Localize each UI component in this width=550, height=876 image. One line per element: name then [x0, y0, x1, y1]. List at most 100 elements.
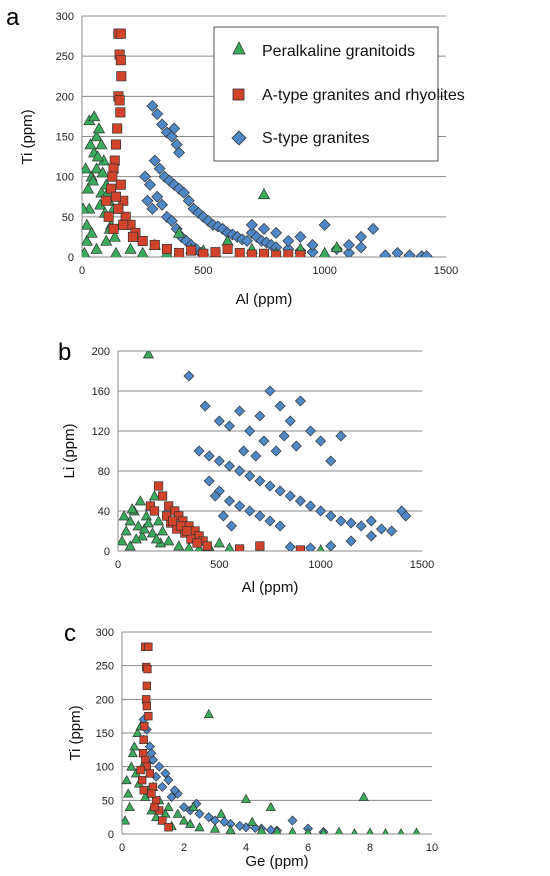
- stype-point: [306, 238, 319, 251]
- stype-point: [244, 470, 256, 482]
- y-tick-label: 80: [98, 466, 110, 478]
- stype-point: [365, 515, 377, 527]
- peralkaline-point: [146, 527, 159, 538]
- stype-point: [400, 510, 412, 522]
- stype-point: [165, 214, 178, 227]
- stype-point: [254, 410, 266, 422]
- stype-point: [234, 465, 246, 477]
- peralkaline-point: [82, 234, 93, 246]
- stype-point: [284, 490, 296, 502]
- stype-point: [234, 500, 246, 512]
- peralkaline-point: [150, 533, 163, 544]
- atype-point: [115, 55, 126, 66]
- atype-point: [113, 203, 124, 214]
- peralkaline-point: [124, 540, 136, 551]
- stype-point: [183, 370, 195, 382]
- stype-point: [254, 475, 266, 487]
- y-tick-label: 50: [62, 212, 74, 224]
- peralkaline-point: [272, 826, 282, 834]
- y-tick-label: 200: [96, 694, 114, 706]
- legend: Peralkaline granitoids A-type granites a…: [213, 26, 465, 162]
- stype-point: [177, 186, 190, 199]
- stype-point: [294, 230, 307, 243]
- peralkaline-point: [318, 246, 331, 257]
- peralkaline-point: [129, 741, 140, 751]
- y-tick-label: 160: [92, 386, 110, 398]
- x-tick-label: 1000: [312, 265, 336, 277]
- stype-point: [335, 515, 347, 527]
- y-tick-label: 300: [96, 627, 114, 639]
- peralkaline-point: [82, 182, 95, 194]
- stype-point: [154, 761, 165, 772]
- atype-point: [222, 243, 233, 254]
- ticks-c: 0 50 100 150 200 250 300 0 2 4 6 8 10: [96, 627, 438, 854]
- stype-point: [146, 202, 159, 215]
- atype-point: [283, 249, 294, 257]
- atype-point: [149, 239, 160, 250]
- legend-item-peralkaline: Peralkaline granitoids: [232, 41, 415, 60]
- y-tick-label: 200: [92, 346, 110, 358]
- peralkaline-point: [142, 351, 154, 359]
- x-tick-label: 6: [305, 842, 311, 854]
- marks-a: [82, 28, 433, 257]
- x-tick-label: 1500: [434, 265, 458, 277]
- stype-point: [367, 222, 380, 235]
- stype-point: [315, 435, 327, 447]
- x-axis-label-c: Ge (ppm): [245, 853, 308, 870]
- stype-point: [258, 435, 270, 447]
- chart-panel-b: 0 40 80 120 160 200 0 500 1000 1500 Al (ppm) Li (…: [61, 346, 434, 596]
- stype-point: [182, 194, 195, 207]
- peralkaline-point: [91, 150, 104, 162]
- atype-point: [139, 735, 148, 744]
- stype-point: [203, 450, 215, 462]
- peralkaline-point: [132, 520, 144, 531]
- peralkaline-point: [148, 490, 161, 501]
- peralkaline-point: [82, 218, 93, 230]
- atype-point: [116, 71, 127, 82]
- stype-point: [245, 218, 258, 231]
- stype-point: [420, 250, 433, 257]
- peralkaline-point: [256, 825, 267, 834]
- y-tick-label: 0: [108, 829, 114, 841]
- atype-point: [115, 107, 126, 118]
- atype-point: [198, 248, 209, 257]
- chart-panel-c: 0 50 100 150 200 250 300 0 2 4 6 8 10 Ge (ppm) Ti (p…: [67, 627, 438, 870]
- atype-point: [139, 786, 148, 795]
- peralkaline-point: [95, 138, 108, 150]
- atype-point: [149, 506, 160, 516]
- peralkaline-point: [194, 822, 205, 832]
- y-tick-label: 40: [98, 506, 110, 518]
- y-tick-label: 50: [102, 795, 114, 807]
- stype-point: [143, 178, 156, 191]
- x-tick-label: 8: [367, 842, 373, 854]
- peralkaline-point: [288, 826, 297, 834]
- peralkaline-point: [184, 542, 194, 551]
- stype-point: [141, 194, 154, 207]
- peralkaline-point: [156, 525, 169, 536]
- atype-point: [112, 123, 123, 134]
- stype-point: [244, 425, 256, 437]
- peralkaline-point: [412, 827, 421, 834]
- atype-point: [137, 775, 147, 785]
- atype-point: [144, 642, 153, 651]
- stype-point: [270, 226, 283, 239]
- peralkaline-point: [122, 815, 131, 825]
- atype-point: [140, 722, 149, 731]
- atype-point: [176, 521, 186, 531]
- atype-point: [158, 816, 167, 825]
- peralkaline-point: [92, 122, 106, 134]
- stype-point: [282, 234, 295, 247]
- stype-point: [238, 445, 250, 457]
- x-tick-label: 500: [194, 265, 212, 277]
- stype-point: [203, 475, 215, 487]
- atype-point: [157, 491, 168, 501]
- peralkaline-point: [140, 510, 152, 521]
- stype-point: [199, 400, 211, 412]
- stype-point: [219, 816, 230, 827]
- stype-point: [294, 495, 306, 507]
- stype-point: [335, 430, 347, 442]
- legend-label-atype: A-type granites and rhyolites: [262, 87, 465, 104]
- y-tick-label: 250: [56, 51, 74, 63]
- peralkaline-point: [126, 761, 137, 771]
